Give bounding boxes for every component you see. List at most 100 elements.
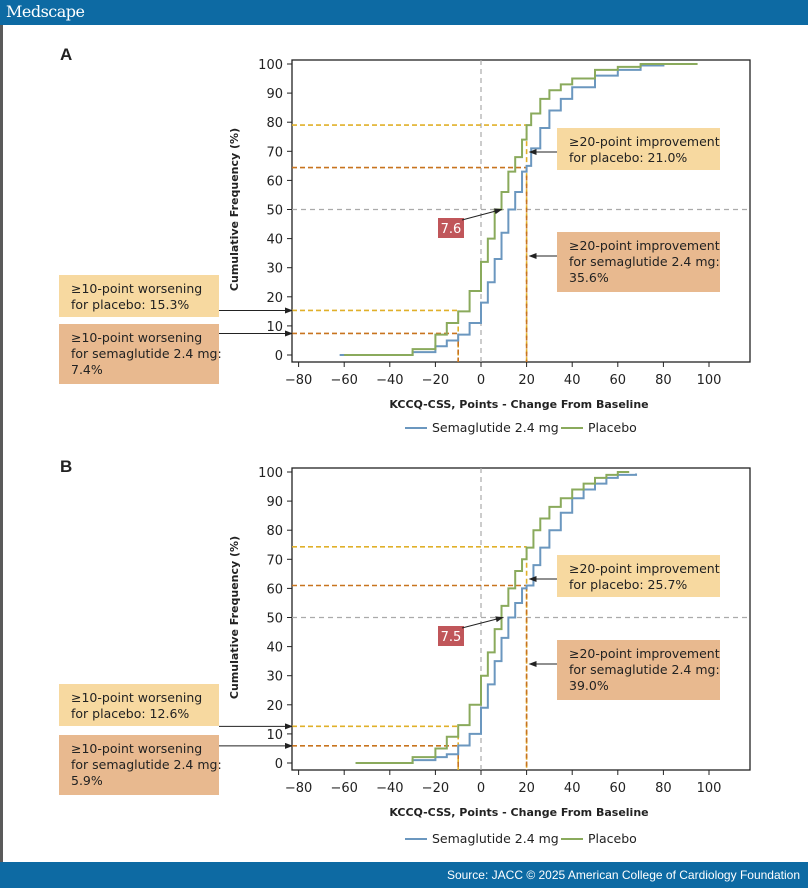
medscape-logo: Medscape <box>6 2 85 21</box>
x-tick-label: −80 <box>285 781 312 796</box>
annotation-text: ≥20-point improvement <box>569 134 720 149</box>
annotation-box-left-sema <box>59 735 219 795</box>
x-tick-label: 100 <box>697 781 722 796</box>
x-tick-label: 40 <box>564 781 581 796</box>
y-tick-label: 40 <box>266 641 283 656</box>
panel-b: B 0 10 20 30 40 50 60 70 80 90 100 −80 −60 −40 −20 0 20 40… <box>59 457 751 846</box>
annotation-text: ≥20-point improvement <box>569 561 720 576</box>
x-tick-label: 60 <box>610 373 627 388</box>
y-tick-label: 100 <box>258 466 283 481</box>
annotation-text: for placebo: 21.0% <box>569 150 687 165</box>
annotation-text: for semaglutide 2.4 mg: <box>569 254 720 269</box>
x-tick-label: −40 <box>376 781 403 796</box>
y-tick-label: 60 <box>266 174 283 189</box>
annotation-text: ≥10-point worsening <box>71 330 202 345</box>
series-line-placebo <box>344 63 698 356</box>
x-tick-label: 20 <box>518 781 535 796</box>
annotation-text: for placebo: 15.3% <box>71 297 189 312</box>
median-difference-arrow <box>461 208 503 221</box>
x-tick-label: 0 <box>477 781 485 796</box>
plot-frame <box>291 59 751 363</box>
annotation-text: ≥20-point improvement <box>569 238 720 253</box>
panel-label: B <box>60 457 72 476</box>
y-tick-label: 20 <box>266 291 283 306</box>
x-tick-label: −60 <box>330 781 357 796</box>
x-tick-label: −20 <box>422 781 449 796</box>
legend-label-placebo: Placebo <box>588 831 637 846</box>
series-line-placebo <box>355 471 630 764</box>
x-tick-label: −80 <box>285 373 312 388</box>
panel-a: A 0 10 20 30 40 50 60 70 80 90 100 −80 −60 −40 −20 0 20 40… <box>59 45 751 435</box>
y-axis-label: Cumulative Frequency (%) <box>228 536 241 699</box>
annotation-text: for semaglutide 2.4 mg: <box>71 346 222 361</box>
y-tick-label: 40 <box>266 233 283 248</box>
median-difference-value: 7.5 <box>441 630 462 645</box>
source-credit: Source: JACC © 2025 American College of … <box>446 868 800 882</box>
annotation-text: ≥10-point worsening <box>71 690 202 705</box>
x-axis-label: KCCQ-CSS, Points - Change From Baseline <box>389 398 648 411</box>
annotation-box-right-placebo <box>557 128 720 170</box>
annotation-text: ≥10-point worsening <box>71 741 202 756</box>
x-axis-label: KCCQ-CSS, Points - Change From Baseline <box>389 806 648 819</box>
annotation-text: for semaglutide 2.4 mg: <box>71 757 222 772</box>
annotation-box-left-placebo <box>59 275 219 317</box>
x-tick-label: 100 <box>697 373 722 388</box>
annotation-box-left-placebo <box>59 684 219 726</box>
y-tick-label: 80 <box>266 524 283 539</box>
y-tick-label: 60 <box>266 582 283 597</box>
series-line-semaglutide <box>339 64 665 356</box>
plot-frame <box>291 467 751 771</box>
annotation-text: 35.6% <box>569 270 609 285</box>
annotation-text: for semaglutide 2.4 mg: <box>569 662 720 677</box>
x-tick-label: 80 <box>655 781 672 796</box>
y-tick-label: 70 <box>266 553 283 568</box>
median-difference-box <box>438 218 464 238</box>
x-tick-label: 80 <box>655 373 672 388</box>
legend-label-placebo: Placebo <box>588 420 637 435</box>
median-difference-arrow <box>461 616 504 629</box>
y-tick-label: 10 <box>266 320 283 335</box>
x-tick-label: −20 <box>422 373 449 388</box>
y-tick-label: 20 <box>266 699 283 714</box>
y-tick-label: 0 <box>275 349 283 364</box>
median-difference-value: 7.6 <box>441 222 462 237</box>
annotation-text: for placebo: 12.6% <box>71 706 189 721</box>
annotation-text: 5.9% <box>71 773 103 788</box>
y-tick-label: 50 <box>266 612 283 627</box>
y-tick-label: 30 <box>266 262 283 277</box>
legend-label-semaglutide: Semaglutide 2.4 mg <box>432 420 559 435</box>
x-tick-label: 0 <box>477 373 485 388</box>
left-border <box>0 25 3 862</box>
y-tick-label: 30 <box>266 670 283 685</box>
x-tick-label: −60 <box>330 373 357 388</box>
annotation-text: 7.4% <box>71 362 103 377</box>
x-tick-label: 40 <box>564 373 581 388</box>
y-tick-label: 10 <box>266 728 283 743</box>
series-line-semaglutide <box>355 473 638 764</box>
annotation-box-right-placebo <box>557 555 720 597</box>
y-tick-label: 0 <box>275 757 283 772</box>
median-difference-box <box>438 626 464 646</box>
y-tick-label: 80 <box>266 116 283 131</box>
annotation-box-right-sema <box>557 232 720 292</box>
panel-label: A <box>60 45 72 64</box>
x-tick-label: 60 <box>610 781 627 796</box>
y-axis-label: Cumulative Frequency (%) <box>228 128 241 291</box>
annotation-text: for placebo: 25.7% <box>569 577 687 592</box>
annotation-text: ≥20-point improvement <box>569 646 720 661</box>
x-tick-label: −40 <box>376 373 403 388</box>
header-bar: Medscape <box>0 0 808 25</box>
annotation-text: ≥10-point worsening <box>71 281 202 296</box>
y-tick-label: 90 <box>266 87 283 102</box>
legend-label-semaglutide: Semaglutide 2.4 mg <box>432 831 559 846</box>
annotation-box-left-sema <box>59 324 219 384</box>
annotation-box-right-sema <box>557 640 720 700</box>
y-tick-label: 70 <box>266 145 283 160</box>
footer-bar: Source: JACC © 2025 American College of … <box>0 862 808 888</box>
x-tick-label: 20 <box>518 373 535 388</box>
y-tick-label: 90 <box>266 495 283 510</box>
y-tick-label: 50 <box>266 204 283 219</box>
annotation-text: 39.0% <box>569 678 609 693</box>
y-tick-label: 100 <box>258 58 283 73</box>
